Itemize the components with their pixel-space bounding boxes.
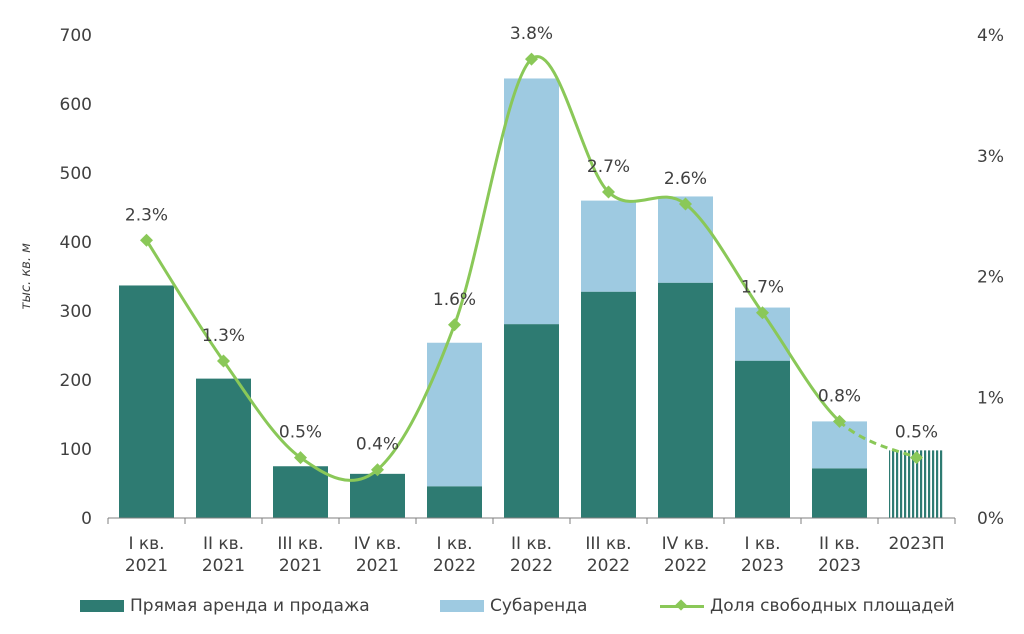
chart-legend: Прямая аренда и продажа Субаренда Доля с… [0, 596, 1024, 620]
legend-item-direct: Прямая аренда и продажа [80, 596, 370, 616]
vacancy-marker [217, 354, 230, 368]
vacancy-data-label: 1.3% [202, 326, 245, 346]
x-category-label: II кв. 2022 [510, 534, 553, 576]
y2-tick-label: 2% [977, 268, 1004, 288]
x-category-label: II кв. 2021 [202, 534, 245, 576]
vacancy-marker [140, 233, 153, 247]
bar-direct [273, 466, 328, 518]
vacancy-line-actual [145, 55, 841, 482]
legend-swatch-direct [80, 600, 124, 612]
legend-label-sublease: Субаренда [490, 596, 588, 616]
vacancy-data-label: 1.7% [741, 278, 784, 298]
bar-direct [119, 285, 174, 518]
vacancy-marker [448, 318, 461, 332]
bar-direct [504, 324, 559, 518]
bar-direct [196, 378, 251, 518]
vacancy-data-label: 0.5% [895, 423, 938, 443]
vacancy-marker [910, 451, 923, 465]
x-category-label: I кв. 2021 [125, 534, 168, 576]
vacancy-data-label: 0.8% [818, 386, 861, 406]
x-category-label: 2023П [888, 534, 944, 554]
x-category-label: I кв. 2023 [741, 534, 784, 576]
vacancy-data-label: 2.6% [664, 169, 707, 189]
bar-direct [812, 468, 867, 518]
y2-tick-label: 3% [977, 147, 1004, 167]
bar-sublease [427, 342, 482, 487]
bar-direct [581, 291, 636, 518]
vacancy-data-label: 2.3% [125, 205, 168, 225]
vacancy-marker [833, 414, 846, 428]
bar-direct [350, 473, 405, 518]
legend-item-sublease: Субаренда [440, 596, 587, 616]
vacancy-data-label: 3.8% [510, 24, 553, 44]
bar-sublease [504, 78, 559, 325]
vacancy-data-label: 0.5% [279, 423, 322, 443]
bar-direct [427, 486, 482, 518]
bar-sublease [812, 421, 867, 469]
x-category-label: IV кв. 2021 [354, 534, 402, 576]
y-tick-label: 700 [60, 26, 92, 46]
legend-swatch-vacancy [660, 600, 704, 612]
legend-label-vacancy: Доля свободных площадей [710, 596, 955, 616]
vacancy-line-forecast [838, 420, 918, 460]
y2-tick-label: 0% [977, 509, 1004, 529]
vacancy-marker [756, 306, 769, 320]
y-axis-label: тыс. кв. м [19, 243, 34, 310]
bar-sublease [581, 200, 636, 292]
x-category-label: IV кв. 2022 [662, 534, 710, 576]
x-category-label: II кв. 2023 [818, 534, 861, 576]
vacancy-data-label: 0.4% [356, 435, 399, 455]
y-tick-label: 300 [60, 302, 92, 322]
vacancy-data-label: 2.7% [587, 157, 630, 177]
x-category-label: III кв. 2021 [277, 534, 323, 576]
vacancy-marker [294, 451, 307, 465]
y-tick-label: 400 [60, 233, 92, 253]
vacancy-marker [371, 463, 384, 477]
x-category-label: I кв. 2022 [433, 534, 476, 576]
legend-label-direct: Прямая аренда и продажа [130, 596, 370, 616]
y2-tick-label: 1% [977, 388, 1004, 408]
vacancy-marker [525, 52, 538, 66]
chart-plot: тыс. кв. м 0 100 200 300 400 500 600 700 0% 1% 2% 3%… [19, 24, 1004, 576]
legend-item-vacancy: Доля свободных площадей [660, 596, 955, 616]
vacancy-marker [679, 197, 692, 211]
y2-tick-label: 4% [977, 26, 1004, 46]
vacancy-data-label: 1.6% [433, 290, 476, 310]
legend-swatch-sublease [440, 600, 484, 612]
y-tick-label: 0 [81, 509, 92, 529]
bar-sublease [658, 196, 713, 283]
x-category-label: III кв. 2022 [585, 534, 631, 576]
y-tick-label: 200 [60, 371, 92, 391]
bar-direct [658, 282, 713, 518]
y-tick-label: 100 [60, 440, 92, 460]
vacancy-marker [602, 185, 615, 199]
y-tick-label: 500 [60, 164, 92, 184]
bar-direct [735, 360, 790, 518]
y-tick-label: 600 [60, 95, 92, 115]
